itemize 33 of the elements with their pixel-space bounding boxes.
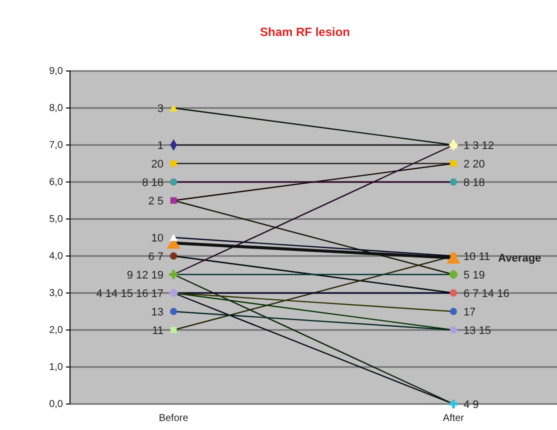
y-tick-label: 1,0	[49, 362, 64, 374]
annotation: 6 7	[148, 250, 164, 263]
y-tick-label: 9,0	[49, 66, 64, 78]
annotation: 20	[151, 158, 164, 170]
annotation: 1 3 12	[463, 140, 494, 152]
annotation: 11	[152, 324, 164, 337]
y-tick-label: 4,0	[49, 251, 64, 262]
annotation: 4 14 15 16 17	[96, 288, 164, 300]
text: Average	[498, 252, 542, 265]
annotation: 6 7 14 16	[463, 288, 510, 300]
annotation: 2 20	[463, 158, 485, 170]
annotation: 8 18	[463, 176, 485, 189]
y-tick-label: 6,0	[49, 177, 64, 188]
annotation: 9 12 19	[126, 269, 164, 282]
annotation: 17	[463, 306, 476, 318]
y-tick-label: 7,0	[49, 140, 64, 152]
chart-title: Sham RF lesion	[260, 25, 350, 39]
annotation: 10	[151, 232, 164, 244]
y-tick-label: 3,0	[49, 288, 64, 300]
annotation: 13 15	[463, 324, 491, 337]
annotation: 5 19	[463, 269, 485, 282]
y-tick-label: 8,0	[49, 103, 64, 114]
annotation: 3	[157, 102, 164, 115]
x-tick-label: After	[442, 413, 465, 424]
annotation: 1	[157, 140, 164, 152]
y-tick-label: 5,0	[49, 214, 64, 226]
annotation: 2 5	[148, 195, 164, 208]
y-tick-label: 0,0	[49, 399, 64, 410]
annotation: 8 18	[142, 176, 164, 189]
y-tick-label: 2,0	[49, 325, 64, 336]
annotation: 10 11	[463, 250, 490, 263]
x-tick-label: Before	[158, 413, 189, 424]
annotation: 13	[151, 306, 164, 318]
